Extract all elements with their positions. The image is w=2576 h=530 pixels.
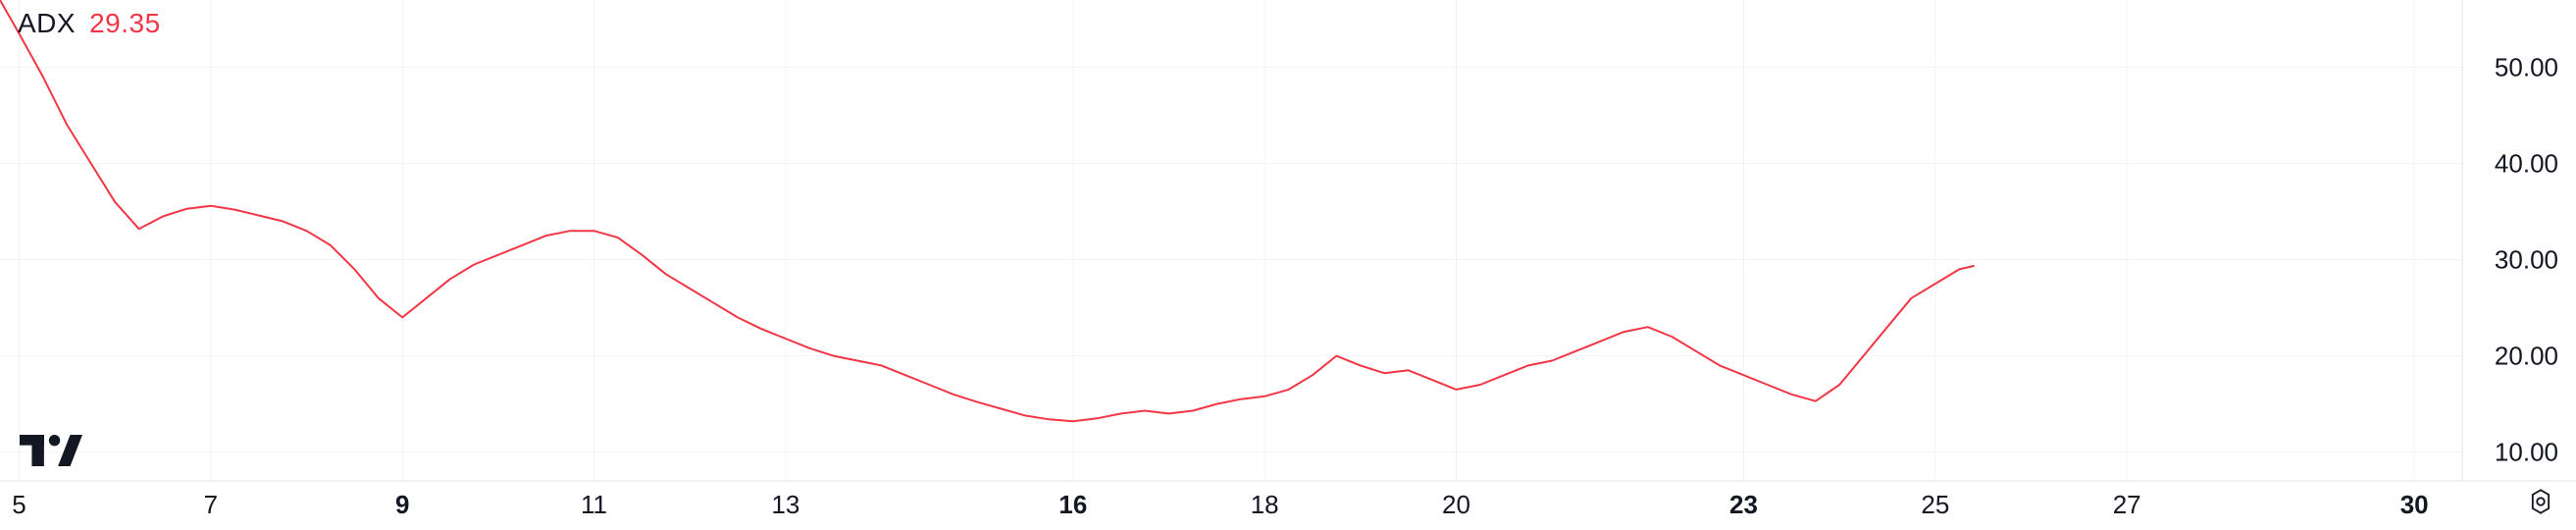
y-axis[interactable]: 10.00 20.00 30.00 40.00 50.00 — [2468, 0, 2576, 481]
x-tick-label: 30 — [2400, 490, 2429, 520]
tradingview-logo[interactable] — [20, 435, 82, 471]
chart-settings-icon[interactable] — [2527, 488, 2554, 520]
x-tick-label: 16 — [1058, 490, 1087, 520]
x-axis[interactable]: 5 7 9 11 13 16 18 20 23 25 27 30 — [0, 481, 2576, 530]
y-tick-label: 50.00 — [2495, 52, 2558, 82]
y-tick-label: 40.00 — [2495, 148, 2558, 179]
x-tick-label: 27 — [2113, 490, 2141, 520]
y-tick-label: 30.00 — [2495, 244, 2558, 275]
x-tick-label: 9 — [395, 490, 409, 520]
y-tick-label: 10.00 — [2495, 437, 2558, 467]
x-tick-label: 11 — [581, 490, 607, 520]
x-tick-label: 13 — [771, 490, 799, 520]
x-tick-label: 18 — [1251, 490, 1279, 520]
chart-container: ADX 29.35 10.00 20.00 30.00 40.00 50.00 5 7 9 1… — [0, 0, 2576, 530]
x-tick-label: 7 — [204, 490, 218, 520]
legend-indicator-name: ADX — [18, 8, 76, 39]
chart-plot-surface[interactable] — [0, 0, 2576, 530]
y-tick-label: 20.00 — [2495, 341, 2558, 371]
legend-indicator-value: 29.35 — [89, 8, 161, 39]
x-tick-label: 25 — [1921, 490, 1949, 520]
x-tick-label: 23 — [1729, 490, 1758, 520]
adx-line-series — [0, 0, 1974, 421]
x-tick-label: 20 — [1442, 490, 1470, 520]
x-tick-label: 5 — [12, 490, 26, 520]
chart-legend[interactable]: ADX 29.35 — [18, 8, 161, 39]
